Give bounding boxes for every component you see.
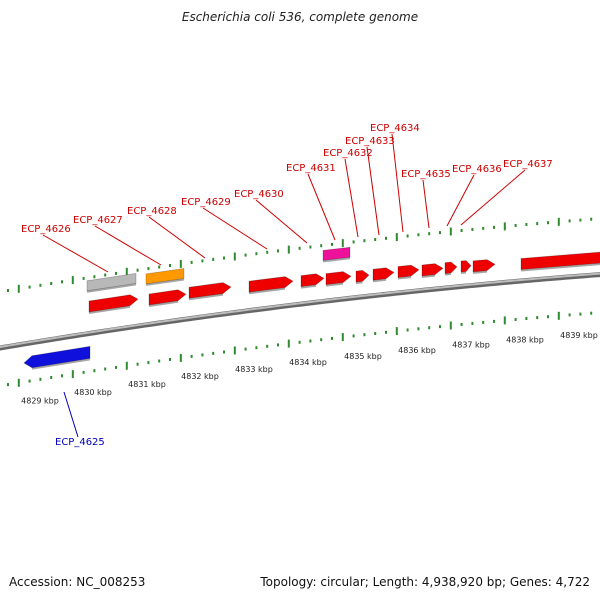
gene-orange-feature: [145, 268, 185, 286]
chromosome-backbone: [0, 272, 600, 351]
ruler-label: 4839 kbp: [560, 331, 598, 340]
gene-ecp-4626: [88, 294, 139, 314]
gene-ecp-4634: [397, 264, 420, 280]
gene-features: [23, 246, 600, 370]
gene-ecp-4636b: [460, 260, 472, 274]
genome-title: Escherichia coli 536, complete genome: [181, 10, 419, 24]
gene-label: ECP_4637: [503, 159, 553, 170]
gene-ecp-4635: [421, 263, 444, 278]
leader-line: [148, 216, 206, 259]
leader-line: [446, 174, 475, 227]
gene-ecp-4633: [372, 267, 395, 283]
gene-ecp-4637: [472, 259, 496, 274]
gene-ecp-4625: [23, 345, 91, 370]
gene-magenta-feature: [322, 246, 351, 263]
ruler-label: 4835 kbp: [344, 352, 382, 361]
gene-label: ECP_4631: [286, 163, 336, 174]
gene-ecp-4628: [188, 282, 232, 301]
gene-ecp-4627: [148, 289, 187, 307]
reverse-tick-track: [7, 311, 593, 387]
gene-label: ECP_4626: [21, 224, 71, 235]
leader-line: [255, 199, 308, 244]
gene-ecp-4632: [355, 269, 370, 285]
gene-label: ECP_4629: [181, 197, 231, 208]
ruler-label: 4830 kbp: [74, 388, 112, 397]
gene-ecp-4630: [300, 273, 325, 289]
gene-ecp-4638: [520, 251, 600, 272]
ruler-label: 4834 kbp: [289, 358, 327, 367]
accession-text: Accession: NC_008253: [9, 575, 146, 589]
ruler-label: 4829 kbp: [21, 396, 59, 405]
leader-line: [94, 225, 162, 266]
gene-label: ECP_4630: [234, 189, 284, 200]
leader-line: [202, 207, 268, 250]
leader-line: [391, 133, 404, 233]
gene-label: ECP_4634: [370, 123, 420, 134]
gene-ecp-4629: [248, 276, 294, 295]
label-leader-lines: [42, 133, 526, 438]
position-ruler-labels: 4829 kbp 4830 kbp 4831 kbp 4832 kbp 4833 kbp…: [21, 331, 598, 405]
gene-label: ECP_4632: [323, 148, 373, 159]
leader-line: [307, 173, 336, 241]
ruler-label: 4837 kbp: [452, 341, 490, 350]
leader-line: [344, 158, 359, 238]
gene-label: ECP_4635: [401, 169, 451, 180]
ruler-label: 4833 kbp: [235, 365, 273, 374]
leader-line: [63, 391, 79, 438]
gene-ecp-4636a: [444, 261, 458, 276]
leader-line: [366, 146, 380, 236]
ruler-label: 4832 kbp: [181, 372, 219, 381]
gene-grey-feature: [86, 272, 137, 293]
ruler-label: 4838 kbp: [506, 336, 544, 345]
gene-label: ECP_4628: [127, 206, 177, 217]
backbone-highlight: [0, 272, 600, 349]
gene-label: ECP_4636: [452, 164, 502, 175]
leader-line: [460, 169, 526, 226]
forward-tick-track: [7, 217, 593, 293]
leader-line: [42, 234, 109, 273]
gene-ecp-4631: [325, 271, 352, 287]
gene-label: ECP_4627: [73, 215, 123, 226]
ruler-label: 4836 kbp: [398, 346, 436, 355]
ruler-label: 4831 kbp: [128, 380, 166, 389]
leader-line: [422, 179, 430, 229]
gene-label: ECP_4625: [55, 437, 105, 448]
topology-text: Topology: circular; Length: 4,938,920 bp…: [260, 575, 590, 589]
gene-label: ECP_4633: [345, 136, 395, 147]
